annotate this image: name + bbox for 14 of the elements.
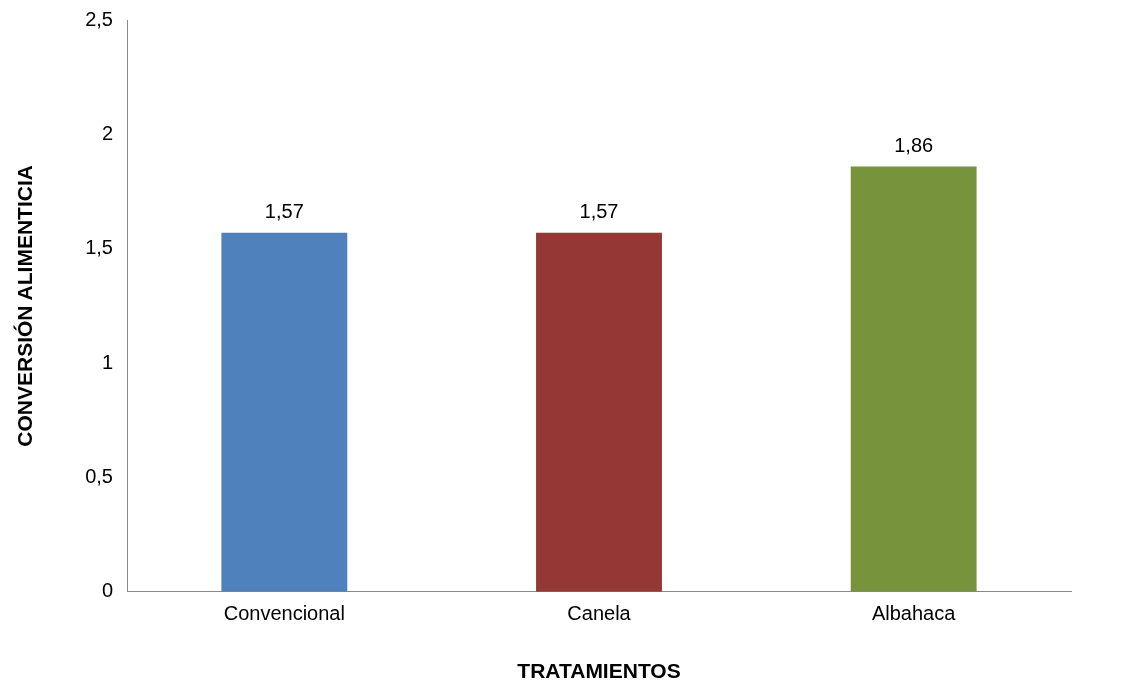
data-label: 1,57 <box>264 200 304 223</box>
y-tick-label: 0,5 <box>85 464 113 487</box>
data-label: 1,86 <box>894 133 934 156</box>
y-tick-label: 1,5 <box>85 236 113 259</box>
y-axis-title: CONVERSIÓN ALIMENTICIA <box>13 165 37 447</box>
x-tick-label: Albahaca <box>871 602 957 625</box>
y-tick-label: 2,5 <box>85 7 113 30</box>
x-tick-label: Convencional <box>223 602 345 625</box>
x-tick-label: Canela <box>567 602 632 625</box>
y-tick-label: 1 <box>101 350 113 373</box>
data-label: 1,57 <box>579 200 619 223</box>
x-axis-title: TRATAMIENTOS <box>517 659 681 683</box>
y-tick-label: 2 <box>101 121 113 144</box>
y-tick-label: 0 <box>101 579 113 602</box>
